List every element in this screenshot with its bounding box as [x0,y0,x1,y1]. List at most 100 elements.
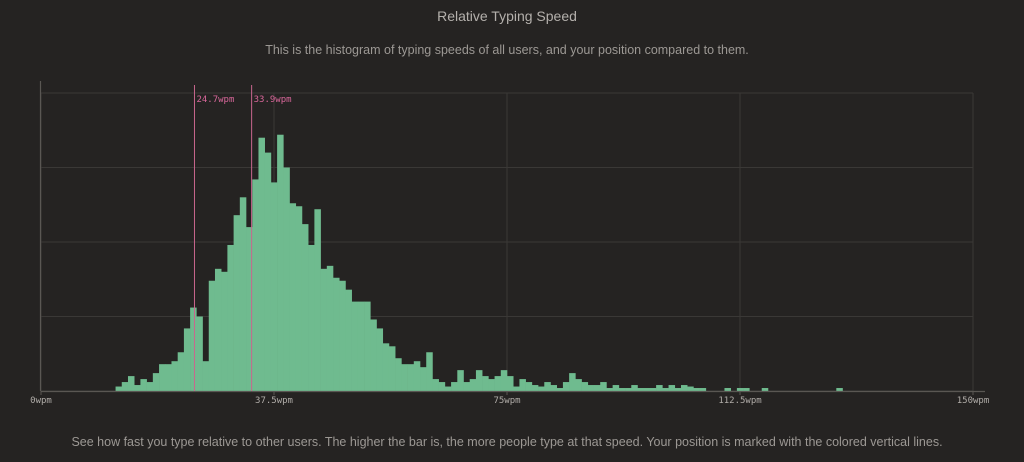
histogram-bar [593,385,601,391]
histogram-bar [308,244,315,391]
histogram-bar [625,388,632,391]
histogram-bar [463,382,471,391]
histogram-bar [743,388,750,391]
histogram-bar [357,301,365,391]
histogram-bar [196,316,203,391]
histogram-bar [382,343,390,391]
histogram-bar [345,289,352,391]
histogram-bar [115,386,123,391]
histogram-bar [134,385,141,391]
chart-title: Relative Typing Speed [437,8,577,24]
histogram-bar [388,346,396,391]
histogram-bar [438,382,446,391]
histogram-bar [432,379,439,391]
histogram-bar [177,352,185,391]
histogram-bar [649,388,657,391]
histogram-bar [513,386,520,391]
histogram-bar [146,382,154,391]
histogram-bar [500,370,508,391]
histogram-bar [208,280,216,391]
histogram-bar [600,382,607,391]
histogram-bar [333,277,340,391]
histogram-bar [507,376,514,391]
histogram-bar [270,182,278,391]
histogram-bar [190,307,197,391]
histogram-bar [252,179,259,391]
histogram-bar [183,328,191,391]
histogram-bar [612,385,620,391]
histogram-bar [202,361,210,391]
speed-marker-label: 24.7wpm [196,95,234,105]
histogram-bar [699,388,707,391]
histogram-bar [836,388,843,391]
histogram-bar [258,137,265,391]
x-tick-label: 150wpm [957,396,990,406]
histogram-bar [761,388,769,391]
histogram-bar [277,134,284,391]
histogram-bar [662,388,669,391]
histogram-bar [569,373,576,391]
histogram-bar [214,268,222,391]
speed-marker-label: 33.9wpm [254,95,292,105]
x-tick-label: 37.5wpm [255,396,293,406]
histogram-bar [351,301,359,391]
histogram-bar [295,206,303,391]
x-tick-label: 112.5wpm [718,396,761,406]
histogram-bar [401,364,408,391]
histogram-bar [736,388,744,391]
histogram-bar [127,376,135,391]
histogram-bar [420,367,427,391]
histogram-bar [562,382,570,391]
histogram-bar [165,364,172,391]
histogram-bar [550,385,558,391]
histogram-bar [538,386,545,391]
histogram-bar [494,376,502,391]
histogram-bar [140,379,147,391]
histogram-bar [556,388,564,391]
histogram-bar [227,244,234,391]
histogram-bars [115,134,843,391]
histogram-bar [314,209,321,391]
x-tick-label: 75wpm [493,396,520,406]
x-tick-label: 0wpm [30,396,52,406]
histogram-bar [575,379,582,391]
histogram-bar [724,388,731,391]
histogram-bar [668,385,676,391]
histogram-bar [320,268,328,391]
histogram-bar [171,361,178,391]
histogram-bar [246,227,253,391]
histogram-bar [519,379,526,391]
histogram-bar [544,382,551,391]
histogram-bar [339,280,346,391]
grid-lines [40,92,974,392]
histogram-bar [687,386,694,391]
histogram-bar [451,382,458,391]
histogram-bar [301,224,309,391]
histogram-bar [606,388,613,391]
histogram-bar [370,319,377,391]
histogram-bar [283,167,290,391]
speed-markers: 24.7wpm 33.9wpm [193,85,292,391]
histogram-bar [631,385,638,391]
histogram-bar [482,376,489,391]
histogram-bar [444,386,452,391]
histogram-bar [221,271,228,391]
histogram-bar [643,388,651,391]
histogram-bar [457,370,464,391]
histogram-bar [525,382,533,391]
histogram-bar [289,203,297,391]
histogram-bar [488,379,495,391]
histogram-bar [159,364,166,391]
histogram-bar [587,385,595,391]
histogram-bar [326,265,334,391]
histogram-bar [475,370,483,391]
histogram-bar [674,388,682,391]
histogram-bar [680,385,688,391]
histogram-bar [264,152,272,391]
histogram-bar [152,373,160,391]
histogram-bar [121,382,129,391]
chart-explanation: See how fast you type relative to other … [71,435,943,449]
histogram-bar [469,379,477,391]
